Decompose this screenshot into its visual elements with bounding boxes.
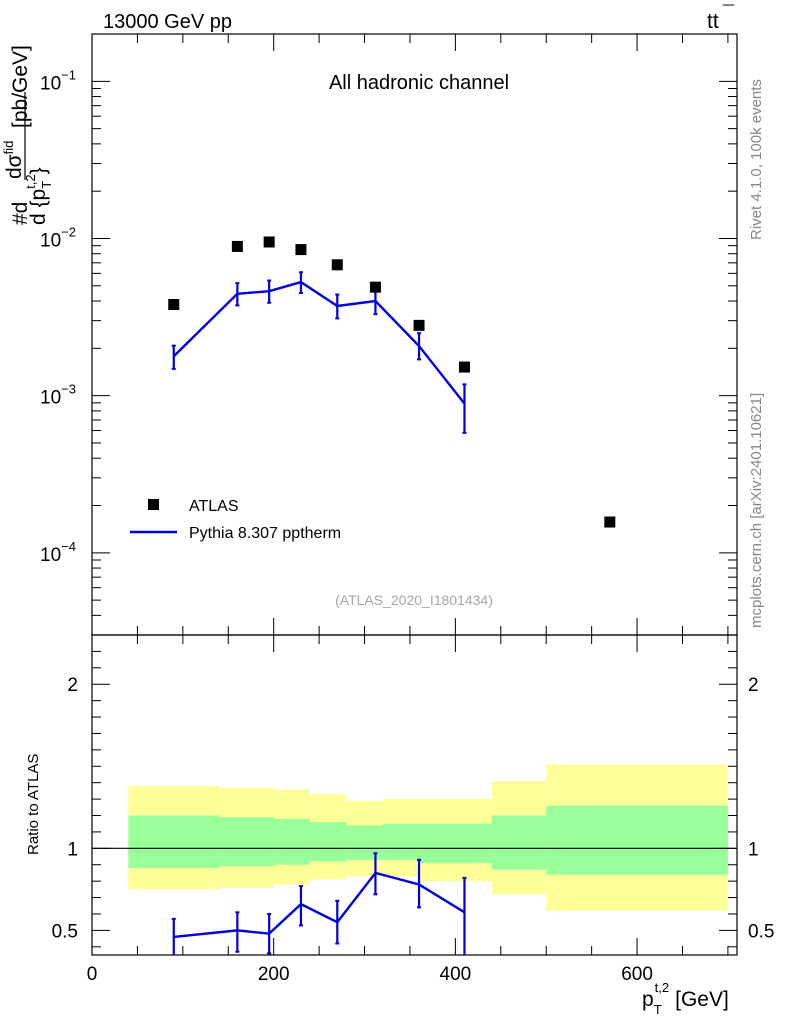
main-y-tick-label: 10−3 <box>40 382 76 409</box>
atlas-data-point <box>604 516 616 528</box>
tick-base: 10 <box>40 545 61 566</box>
uncertainty-band-green <box>128 815 220 869</box>
main-ticks: 10−110−210−310−4 <box>40 33 737 636</box>
process-label: tt <box>707 10 719 33</box>
tick-exp: −3 <box>61 382 76 397</box>
watermark-label: (ATLAS_2020_I1801434) <box>335 592 493 608</box>
rivet-label: Rivet 4.1.0, 100k events <box>748 79 765 240</box>
x-tick-label: 0 <box>87 964 98 985</box>
main-y-axis-label: #d dσfid d {pTt,2} [pb/GeV] <box>1 45 54 225</box>
atlas-data-point <box>263 236 275 248</box>
uncertainty-band-green <box>310 822 347 862</box>
ratio-y-tick-label-right: 1 <box>748 839 759 860</box>
ratio-ticks: 0 200 400 600 2 2 1 1 0.5 0.5 <box>52 634 774 985</box>
x-tick-label: 400 <box>440 964 472 985</box>
ratio-y-axis-label: Ratio to ATLAS <box>25 754 42 855</box>
ylabel-unit: [pb/GeV] <box>9 45 32 128</box>
process-main: tt <box>707 10 719 33</box>
main-y-tick-label: 10−2 <box>40 224 76 251</box>
uncertainty-band-green <box>273 818 311 865</box>
atlas-data-point <box>369 281 381 293</box>
ratio-y-tick-label-right: 0.5 <box>748 921 774 942</box>
atlas-data-point <box>168 299 180 311</box>
ratio-frame <box>91 634 738 956</box>
ratio-y-tick-label: 1 <box>67 839 78 860</box>
xlabel-main: p <box>642 988 654 1011</box>
atlas-data-point <box>413 319 425 331</box>
uncertainty-band-green <box>491 815 547 870</box>
tick-exp: −2 <box>61 224 76 239</box>
uncertainty-band-green <box>382 823 420 860</box>
legend-atlas-label: ATLAS <box>189 498 239 515</box>
legend-atlas-marker <box>148 499 159 510</box>
ratio-marks <box>92 764 737 955</box>
process-bar: ¯ <box>722 3 735 25</box>
atlas-data-point <box>458 361 470 373</box>
xlabel-sup: t,2 <box>655 980 669 995</box>
main-y-tick-label: 10−1 <box>40 67 76 94</box>
ratio-y-tick-label: 2 <box>67 675 78 696</box>
tick-base: 10 <box>40 230 61 251</box>
main-panel: 10−110−210−310−4 All hadronic channel (A… <box>1 33 738 636</box>
main-title: All hadronic channel <box>329 72 509 94</box>
uncertainty-band-green <box>419 823 492 864</box>
uncertainty-band-green <box>346 825 383 860</box>
tick-exp: −1 <box>61 67 76 82</box>
legend: ATLAS Pythia 8.307 pptherm <box>130 498 341 542</box>
ratio-series-line <box>173 871 466 939</box>
ylabel-den-close: } <box>27 167 50 174</box>
uncertainty-band-green <box>546 805 728 875</box>
ylabel-denominator: d {pTt,2} <box>23 167 54 225</box>
atlas-data-point <box>295 244 307 256</box>
tick-exp: −4 <box>61 539 76 554</box>
ylabel-den-main: d {p <box>27 189 50 225</box>
ylabel-den-sup: t,2 <box>23 174 38 188</box>
legend-mc-label: Pythia 8.307 pptherm <box>189 525 341 542</box>
uncertainty-band-green <box>219 817 274 867</box>
tick-base: 10 <box>40 73 61 94</box>
ylabel-numerator: dσfid <box>1 141 26 179</box>
atlas-data-point <box>231 240 243 252</box>
ylabel-num-sup: fid <box>1 141 16 155</box>
main-y-tick-label: 10−4 <box>40 539 76 566</box>
ratio-panel: 0 200 400 600 2 2 1 1 0.5 0.5 Ratio to ATLAS pTt,… <box>25 634 774 1017</box>
x-tick-label: 200 <box>258 964 290 985</box>
atlas-data-point <box>331 259 343 271</box>
energy-label: 13000 GeV pp <box>103 11 232 33</box>
main-marks <box>168 236 616 528</box>
main-frame <box>91 33 738 636</box>
ylabel-num-main: dσ <box>3 154 26 179</box>
x-tick-label: 600 <box>621 964 653 985</box>
ratio-series-group <box>171 852 467 955</box>
xlabel-unit: [GeV] <box>675 988 729 1011</box>
ylabel-den-sub: T <box>39 181 54 189</box>
ratio-y-tick-label: 0.5 <box>52 921 78 942</box>
xlabel-sub: T <box>654 1002 662 1017</box>
x-axis-label: pTt,2 [GeV] <box>642 980 729 1017</box>
ylabel-prefix: #d <box>9 202 32 225</box>
mc-series-line <box>172 280 466 405</box>
source-label: mcplots.cern.ch [arXiv:2401.10621] <box>748 393 765 628</box>
tick-base: 10 <box>40 388 61 409</box>
ratio-y-tick-label-right: 2 <box>748 675 759 696</box>
